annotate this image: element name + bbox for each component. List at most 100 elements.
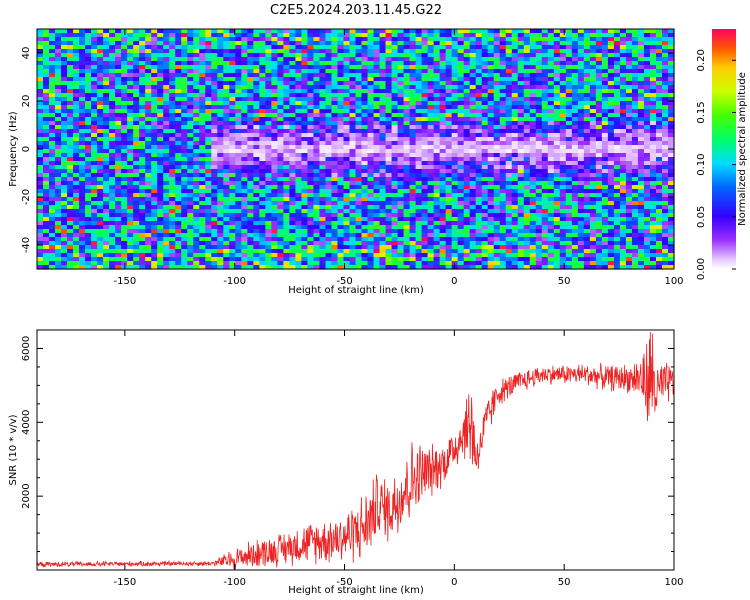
heatmap-cell: [133, 181, 140, 186]
heatmap-cell: [139, 89, 146, 94]
heatmap-cell: [553, 157, 561, 162]
heatmap-cell: [313, 157, 321, 162]
heatmap-cell: [295, 173, 303, 178]
heatmap-cell: [643, 129, 651, 134]
heatmap-cell: [355, 117, 363, 122]
heatmap-cell: [325, 157, 333, 162]
heatmap-cell: [253, 113, 260, 118]
heatmap-cell: [613, 173, 621, 178]
heatmap-cell: [529, 81, 537, 86]
heatmap-cell: [193, 33, 200, 38]
heatmap-cell: [361, 105, 369, 110]
heatmap-cell: [625, 85, 633, 90]
heatmap-cell: [313, 213, 321, 218]
heatmap-cell: [325, 213, 333, 218]
heatmap-cell: [187, 89, 194, 94]
heatmap-cell: [559, 49, 567, 54]
heatmap-cell: [523, 33, 531, 38]
heatmap-cell: [385, 153, 393, 158]
heatmap-cell: [655, 193, 663, 198]
heatmap-cell: [343, 189, 351, 194]
heatmap-cell: [115, 165, 122, 170]
heatmap-cell: [595, 117, 603, 122]
heatmap-cell: [559, 85, 567, 90]
heatmap-cell: [91, 205, 98, 210]
heatmap-cell: [313, 169, 321, 174]
heatmap-cell: [85, 181, 92, 186]
heatmap-cell: [541, 205, 549, 210]
heatmap-cell: [151, 93, 158, 98]
heatmap-cell: [97, 53, 104, 58]
heatmap-cell: [271, 105, 278, 110]
heatmap-cell: [565, 193, 573, 198]
heatmap-cell: [301, 41, 309, 46]
heatmap-cell: [187, 37, 194, 42]
heatmap-cell: [127, 205, 134, 210]
heatmap-cell: [283, 141, 290, 146]
heatmap-cell: [619, 181, 627, 186]
heatmap-cell: [151, 53, 158, 58]
heatmap-cell: [553, 161, 561, 166]
heatmap-cell: [277, 153, 284, 158]
heatmap-cell: [349, 189, 357, 194]
heatmap-cell: [223, 129, 230, 134]
heatmap-cell: [307, 89, 315, 94]
heatmap-cell: [199, 97, 206, 102]
heatmap-cell: [607, 37, 615, 42]
heatmap-cell: [55, 81, 62, 86]
heatmap-cell: [361, 133, 369, 138]
heatmap-cell: [415, 145, 423, 150]
heatmap-cell: [661, 109, 669, 114]
heatmap-cell: [541, 153, 549, 158]
heatmap-cell: [535, 173, 543, 178]
heatmap-cell: [655, 45, 663, 50]
heatmap-cell: [499, 93, 507, 98]
heatmap-cell: [343, 177, 351, 182]
heatmap-cell: [343, 165, 351, 170]
heatmap-cell: [619, 169, 627, 174]
heatmap-cell: [559, 81, 567, 86]
heatmap-cell: [49, 109, 56, 114]
heatmap-cell: [403, 185, 411, 190]
heatmap-cell: [37, 201, 44, 206]
heatmap-cell: [595, 125, 603, 130]
heatmap-cell: [589, 149, 597, 154]
heatmap-cell: [187, 105, 194, 110]
heatmap-cell: [559, 29, 567, 34]
heatmap-cell: [205, 105, 212, 110]
heatmap-cell: [649, 33, 657, 38]
heatmap-cell: [163, 97, 170, 102]
heatmap-cell: [265, 73, 272, 78]
heatmap-cell: [535, 161, 543, 166]
heatmap-cell: [637, 41, 645, 46]
heatmap-cell: [103, 65, 110, 70]
heatmap-cell: [313, 161, 321, 166]
heatmap-cell: [37, 61, 44, 66]
heatmap-cell: [37, 77, 44, 82]
heatmap-cell: [511, 45, 519, 50]
heatmap-cell: [37, 49, 44, 54]
heatmap-cell: [439, 133, 447, 138]
heatmap-cell: [307, 41, 315, 46]
heatmap-cell: [301, 181, 309, 186]
heatmap-cell: [529, 77, 537, 82]
heatmap-cell: [661, 41, 669, 46]
heatmap-cell: [265, 161, 272, 166]
heatmap-cell: [541, 177, 549, 182]
heatmap-cell: [541, 93, 549, 98]
heatmap-cell: [301, 109, 309, 114]
heatmap-cell: [235, 181, 242, 186]
heatmap-cell: [355, 145, 363, 150]
heatmap-cell: [421, 77, 429, 82]
heatmap-cell: [655, 113, 663, 118]
heatmap-cell: [463, 193, 471, 198]
heatmap-cell: [535, 85, 543, 90]
heatmap-cell: [331, 129, 339, 134]
heatmap-cell: [109, 161, 116, 166]
heatmap-cell: [127, 153, 134, 158]
heatmap-cell: [457, 157, 465, 162]
heatmap-cell: [457, 109, 465, 114]
heatmap-cell: [667, 137, 675, 142]
heatmap-cell: [409, 197, 417, 202]
heatmap-cell: [325, 193, 333, 198]
